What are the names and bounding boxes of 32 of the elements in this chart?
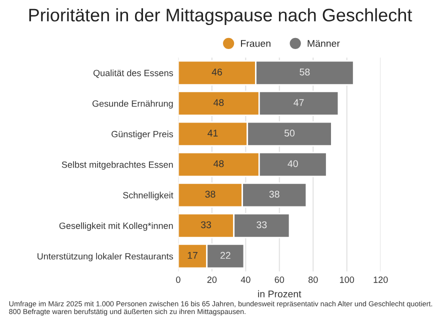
- data-label: 17: [188, 252, 198, 259]
- y-tick-label: Geselligkeit mit Kolleg*innen: [59, 222, 173, 231]
- data-label: 48: [213, 160, 224, 168]
- data-label: 33: [200, 221, 212, 228]
- data-label: 58: [300, 68, 310, 76]
- data-label: 33: [256, 221, 267, 228]
- data-label: 41: [208, 130, 218, 136]
- x-tick-label: 100: [340, 276, 354, 283]
- y-tick-label: Günstiger Preis: [112, 130, 174, 140]
- y-tick-label: Qualität des Essens: [93, 70, 174, 78]
- y-tick-label: Schnelligkeit: [123, 192, 174, 200]
- y-tick-label: Gesunde Ernährung: [92, 100, 173, 109]
- data-label: 48: [213, 99, 224, 106]
- x-axis-title: in Prozent: [258, 290, 302, 298]
- x-tick-label: 0: [176, 276, 180, 283]
- data-label: 47: [294, 99, 304, 106]
- data-label: 50: [284, 130, 295, 137]
- data-label: 46: [212, 68, 222, 76]
- data-label: 22: [220, 252, 230, 259]
- legend-label: Frauen: [241, 40, 270, 47]
- data-label: 38: [269, 190, 280, 198]
- y-tick-label: Selbst mitgebrachtes Essen: [62, 161, 173, 170]
- x-tick-label: 120: [374, 276, 388, 283]
- legend-label: Männer: [308, 40, 340, 47]
- x-tick-label: 20: [207, 276, 217, 283]
- data-label: 38: [205, 190, 216, 198]
- x-tick-label: 80: [308, 276, 318, 283]
- data-label: 40: [288, 160, 298, 168]
- x-tick-label: 40: [240, 276, 250, 283]
- y-tick-label: Unterstützung lokaler Restaurants: [38, 252, 174, 262]
- chart-title: Prioritäten in der Mittagspause nach Geschlecht: [29, 8, 412, 26]
- x-tick-label: 60: [274, 276, 284, 283]
